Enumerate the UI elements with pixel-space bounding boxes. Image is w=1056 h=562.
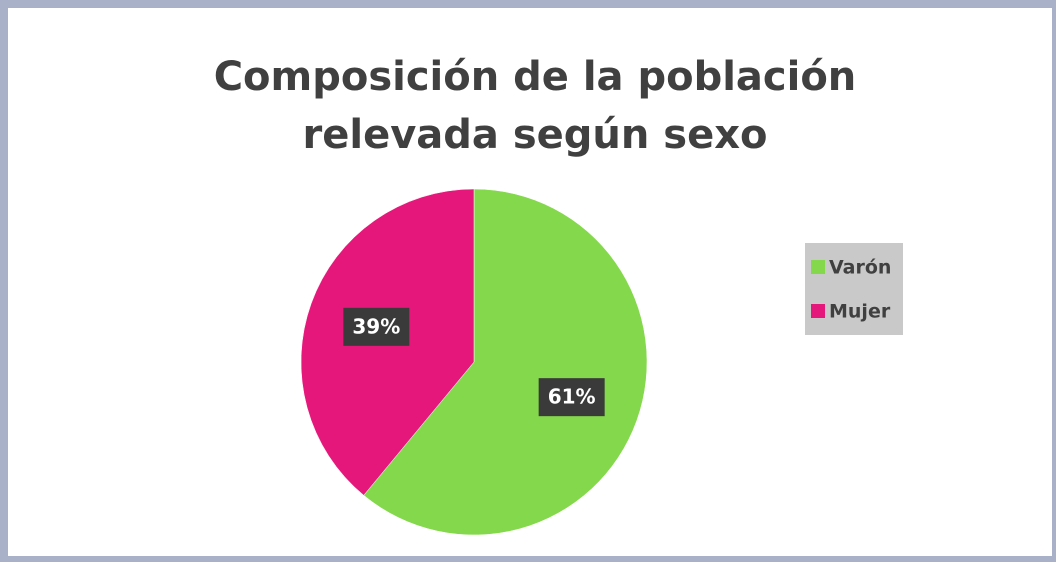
legend-label: Mujer bbox=[829, 301, 891, 323]
data-label-box bbox=[343, 307, 410, 346]
chart-title: Composición de la población relevada seg… bbox=[213, 54, 857, 158]
data-label: 61% bbox=[548, 385, 596, 409]
legend-label: Varón bbox=[829, 257, 891, 279]
legend-swatch bbox=[811, 304, 825, 318]
data-label-box bbox=[538, 378, 605, 417]
legend-swatch bbox=[811, 260, 825, 274]
data-label: 39% bbox=[352, 314, 400, 338]
pie-slice bbox=[363, 188, 648, 536]
legend-box bbox=[805, 243, 903, 335]
